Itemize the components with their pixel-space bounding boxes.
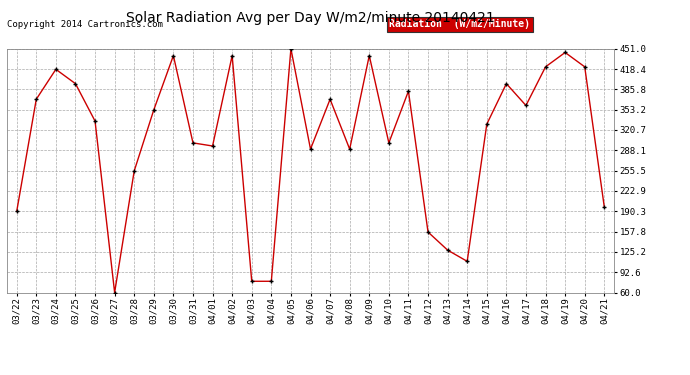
Text: Copyright 2014 Cartronics.com: Copyright 2014 Cartronics.com xyxy=(7,20,163,29)
Text: Radiation  (W/m2/Minute): Radiation (W/m2/Minute) xyxy=(389,19,531,29)
Text: Solar Radiation Avg per Day W/m2/minute 20140421: Solar Radiation Avg per Day W/m2/minute … xyxy=(126,11,495,25)
